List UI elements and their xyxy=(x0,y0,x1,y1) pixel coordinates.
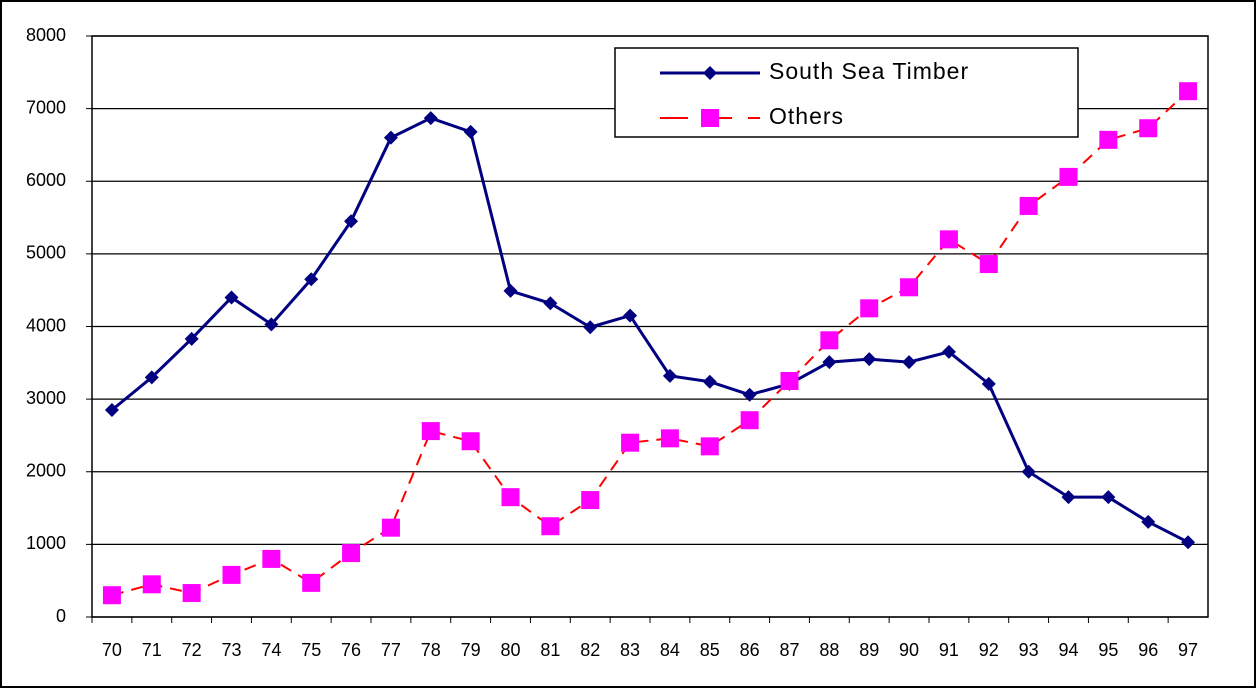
marker xyxy=(1019,196,1038,215)
marker xyxy=(182,584,201,603)
x-tick-label: 95 xyxy=(1098,640,1118,660)
x-tick-label: 71 xyxy=(142,640,162,660)
marker xyxy=(581,491,600,510)
marker xyxy=(1101,490,1116,505)
x-tick-label: 76 xyxy=(341,640,361,660)
marker xyxy=(104,403,119,418)
legend-label: Others xyxy=(769,103,844,129)
marker xyxy=(102,586,121,605)
y-tick-label: 6000 xyxy=(26,170,66,190)
marker xyxy=(1181,535,1196,550)
marker xyxy=(543,296,558,311)
marker xyxy=(703,66,717,80)
y-tick-label: 5000 xyxy=(26,243,66,263)
marker xyxy=(780,371,799,390)
marker xyxy=(222,565,241,584)
marker xyxy=(981,376,996,391)
marker xyxy=(583,320,598,335)
marker xyxy=(224,290,239,305)
x-tick-label: 92 xyxy=(979,640,999,660)
x-tick-label: 94 xyxy=(1058,640,1078,660)
marker xyxy=(939,230,958,249)
y-tick-label: 4000 xyxy=(26,315,66,335)
marker xyxy=(1099,130,1118,149)
marker xyxy=(662,368,677,383)
x-tick-label: 83 xyxy=(620,640,640,660)
marker xyxy=(1141,514,1156,529)
marker xyxy=(822,355,837,370)
x-tick-label: 80 xyxy=(500,640,520,660)
y-tick-label: 7000 xyxy=(26,97,66,117)
legend-label: South Sea Timber xyxy=(769,58,969,84)
marker xyxy=(820,331,839,350)
x-tick-label: 73 xyxy=(221,640,241,660)
x-tick-label: 96 xyxy=(1138,640,1158,660)
x-tick-label: 93 xyxy=(1019,640,1039,660)
marker xyxy=(262,549,281,568)
marker xyxy=(423,111,438,126)
marker xyxy=(862,352,877,367)
marker xyxy=(463,124,478,139)
x-tick-label: 87 xyxy=(779,640,799,660)
marker xyxy=(900,278,919,297)
marker xyxy=(902,355,917,370)
marker xyxy=(342,544,361,563)
y-tick-label: 3000 xyxy=(26,388,66,408)
x-tick-label: 81 xyxy=(540,640,560,660)
y-tick-label: 8000 xyxy=(26,25,66,45)
marker xyxy=(304,272,319,287)
marker xyxy=(383,130,398,145)
marker xyxy=(860,299,879,318)
x-tick-label: 84 xyxy=(660,640,680,660)
x-tick-label: 89 xyxy=(859,640,879,660)
marker xyxy=(701,109,719,127)
x-tick-label: 90 xyxy=(899,640,919,660)
x-tick-label: 85 xyxy=(700,640,720,660)
marker xyxy=(144,370,159,385)
marker xyxy=(501,488,520,507)
marker xyxy=(1021,464,1036,479)
marker xyxy=(623,308,638,323)
marker xyxy=(1179,82,1198,101)
x-tick-label: 72 xyxy=(182,640,202,660)
y-tick-label: 1000 xyxy=(26,533,66,553)
marker xyxy=(142,575,161,594)
marker xyxy=(660,429,679,448)
x-tick-label: 77 xyxy=(381,640,401,660)
x-tick-label: 86 xyxy=(740,640,760,660)
x-tick-label: 97 xyxy=(1178,640,1198,660)
marker xyxy=(740,411,759,430)
marker xyxy=(1139,119,1158,138)
x-tick-label: 79 xyxy=(461,640,481,660)
marker xyxy=(700,437,719,456)
x-tick-label: 82 xyxy=(580,640,600,660)
x-tick-label: 75 xyxy=(301,640,321,660)
x-tick-label: 74 xyxy=(261,640,281,660)
marker xyxy=(461,432,480,451)
marker xyxy=(979,255,998,274)
marker xyxy=(302,573,321,592)
y-tick-label: 2000 xyxy=(26,461,66,481)
x-tick-label: 78 xyxy=(421,640,441,660)
marker xyxy=(1061,490,1076,505)
x-tick-label: 88 xyxy=(819,640,839,660)
x-tick-label: 91 xyxy=(939,640,959,660)
marker xyxy=(702,374,717,389)
marker xyxy=(503,283,518,298)
legend-box xyxy=(614,47,1079,138)
marker xyxy=(621,433,640,452)
marker xyxy=(264,317,279,332)
marker xyxy=(541,517,560,536)
marker xyxy=(1059,167,1078,186)
x-tick-label: 70 xyxy=(102,640,122,660)
marker xyxy=(421,422,440,441)
marker xyxy=(941,344,956,359)
y-tick-label: 0 xyxy=(56,606,66,626)
marker xyxy=(184,331,199,346)
series-line xyxy=(110,116,1189,544)
marker xyxy=(742,387,757,402)
marker xyxy=(381,518,400,537)
marker xyxy=(344,214,359,229)
